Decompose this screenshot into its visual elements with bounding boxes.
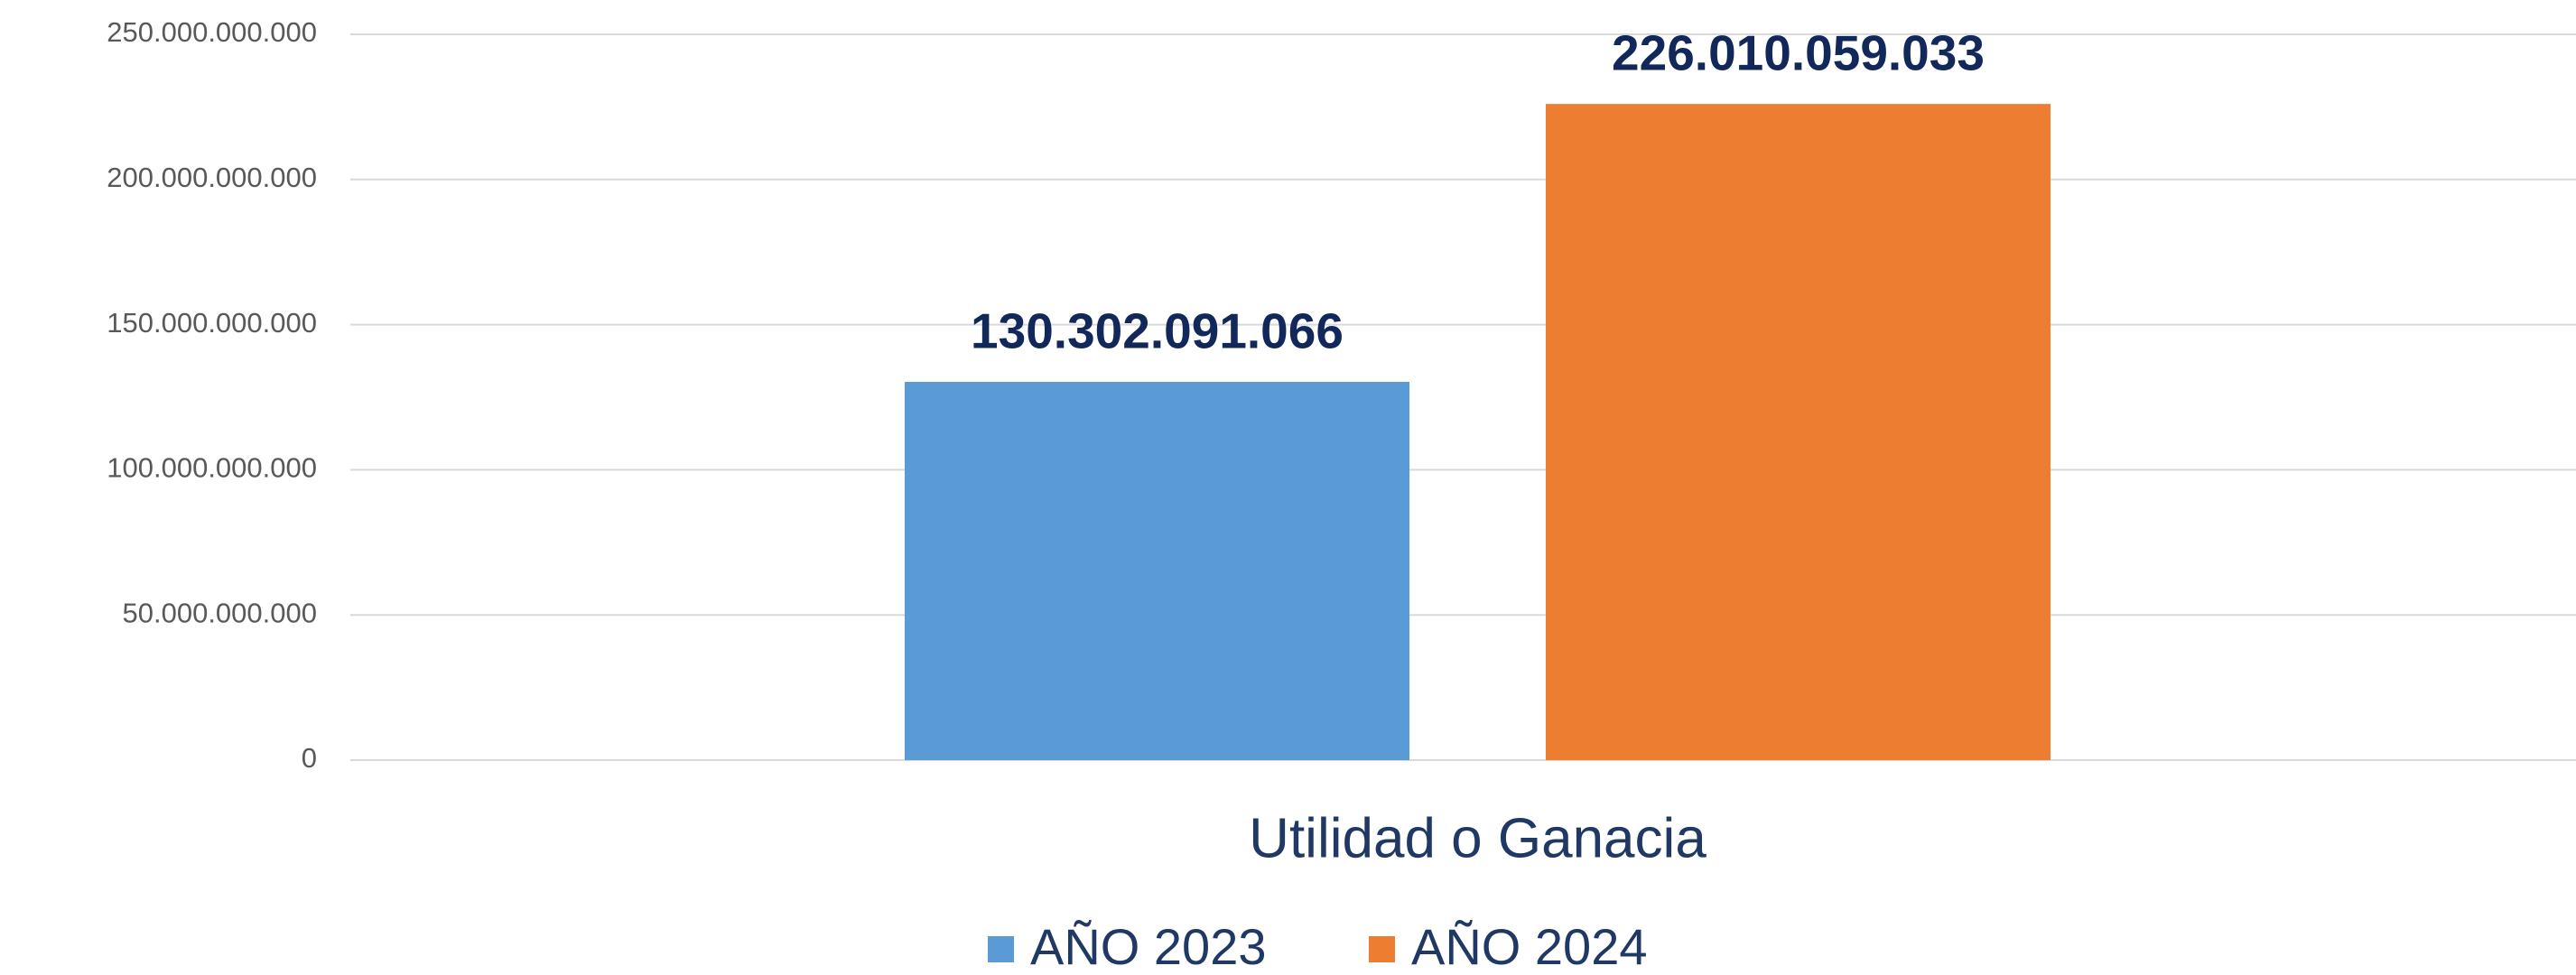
legend-label: AÑO 2023 [1030, 918, 1267, 975]
legend-swatch [1369, 936, 1395, 962]
legend-swatch [988, 936, 1014, 962]
y-tick-label: 50.000.000.000 [123, 597, 318, 628]
y-tick-label: 100.000.000.000 [107, 452, 317, 484]
legend-label: AÑO 2024 [1411, 918, 1648, 975]
data-label: 226.010.059.033 [1612, 25, 1985, 81]
x-tick-label: Utilidad o Ganacia [1249, 807, 1706, 869]
data-label: 130.302.091.066 [971, 302, 1344, 358]
y-tick-label: 250.000.000.000 [107, 16, 317, 48]
bar [905, 381, 1409, 760]
bar [1546, 104, 2051, 760]
y-tick-label: 150.000.000.000 [107, 307, 317, 339]
y-tick-label: 0 [302, 742, 317, 774]
y-tick-label: 200.000.000.000 [107, 162, 317, 193]
